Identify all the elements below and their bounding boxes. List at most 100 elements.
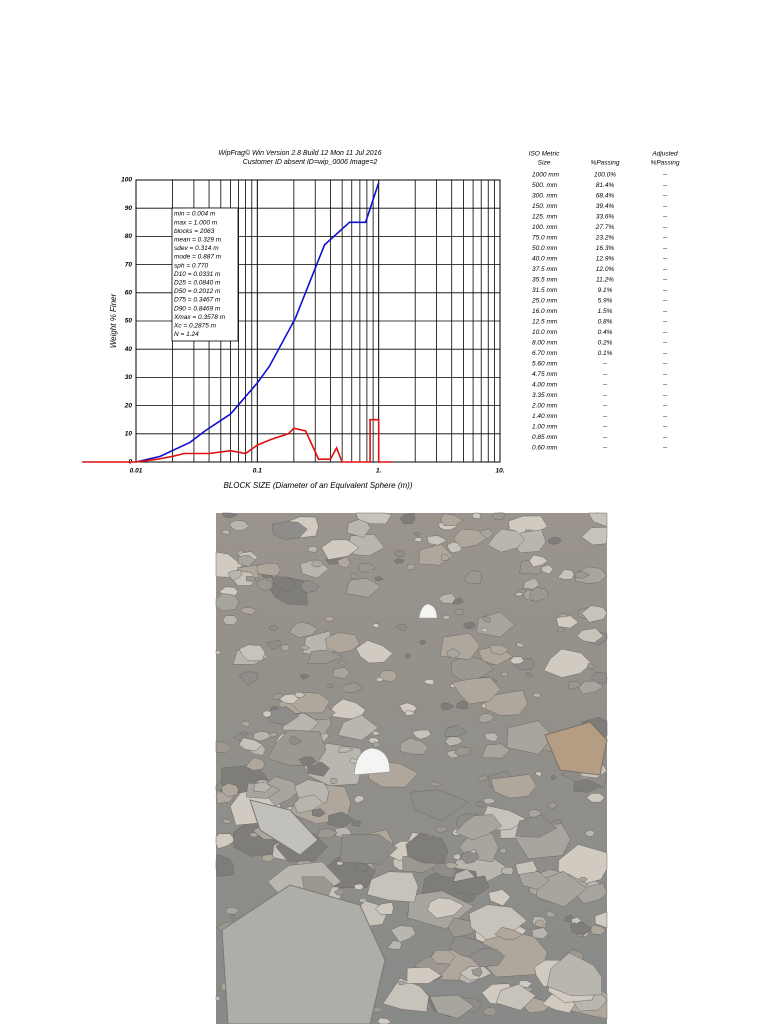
chart-subtitle: Customer ID absent ID=wip_0006 Image=2 xyxy=(243,159,378,166)
rock xyxy=(463,622,476,630)
table-header: %Passing xyxy=(591,160,620,167)
rock xyxy=(268,625,279,632)
x-tick-label: 10. xyxy=(495,468,504,475)
rock xyxy=(545,910,557,918)
table-cell: 35.5 mm xyxy=(532,277,558,284)
table-cell: -- xyxy=(603,434,608,441)
y-tick-label: 60 xyxy=(125,290,133,297)
rock xyxy=(482,1006,498,1017)
rock xyxy=(249,799,319,856)
rock xyxy=(405,832,449,864)
rock xyxy=(571,916,582,924)
rock xyxy=(215,853,234,878)
rock xyxy=(299,645,310,651)
rock xyxy=(494,927,524,941)
rock xyxy=(411,729,432,740)
table-cell: 4.00 mm xyxy=(532,382,558,389)
rock xyxy=(444,725,468,737)
rock xyxy=(509,656,525,665)
rock xyxy=(327,811,355,828)
rock xyxy=(454,814,502,841)
table-cell: -- xyxy=(663,256,668,263)
rock xyxy=(528,587,549,603)
rock xyxy=(534,771,543,777)
rock xyxy=(569,921,592,937)
rock xyxy=(406,563,416,571)
rock xyxy=(488,889,511,907)
rock xyxy=(477,713,495,724)
y-tick-label: 20 xyxy=(124,402,133,409)
table-cell: 2.00 mm xyxy=(531,403,558,410)
rock xyxy=(515,591,525,597)
rock xyxy=(237,554,256,567)
rock xyxy=(355,512,392,525)
rock xyxy=(353,795,365,804)
rock xyxy=(253,730,271,742)
rock xyxy=(518,871,550,890)
table-cell: -- xyxy=(603,392,608,399)
x-tick-label: 1. xyxy=(376,468,382,475)
rock xyxy=(483,797,497,804)
rock xyxy=(337,556,351,569)
rock xyxy=(374,576,384,582)
table-cell: 6.70 mm xyxy=(532,350,558,357)
rock xyxy=(543,648,592,678)
rock xyxy=(516,642,525,648)
table-header: %Passing xyxy=(651,160,680,167)
rock xyxy=(238,737,264,751)
rock xyxy=(557,844,608,885)
table-cell: -- xyxy=(663,298,668,305)
rock xyxy=(430,949,456,965)
rock xyxy=(515,814,558,838)
table-cell: 8.00 mm xyxy=(532,340,558,347)
rock xyxy=(525,672,533,678)
rock xyxy=(557,626,566,633)
hard-hat xyxy=(353,747,391,776)
rock xyxy=(278,693,299,705)
rock xyxy=(454,746,472,757)
rock xyxy=(427,897,465,919)
rock xyxy=(229,913,236,919)
rock xyxy=(409,789,470,822)
rock xyxy=(238,671,259,686)
rock xyxy=(427,781,442,788)
rock xyxy=(568,681,582,690)
table-cell: -- xyxy=(603,361,608,368)
rock xyxy=(395,624,407,631)
annotation-line: N = 1.24 xyxy=(174,331,199,338)
rock xyxy=(451,677,501,705)
rock xyxy=(270,576,297,593)
annotation-line: mean = 0.329 m xyxy=(174,237,222,244)
table-cell: -- xyxy=(663,203,668,210)
table-cell: 100. mm xyxy=(532,224,558,231)
table-cell: 68.4% xyxy=(596,193,615,200)
chart-title: WipFrag© Win Version 2.8 Build 12 Mon 11… xyxy=(218,149,381,157)
rock xyxy=(541,564,554,575)
rock xyxy=(262,710,272,718)
annotation-line: max = 1.000 m xyxy=(174,219,218,226)
table-cell: 9.1% xyxy=(598,287,613,294)
rock xyxy=(399,737,429,755)
rock xyxy=(453,528,487,549)
table-cell: 300. mm xyxy=(532,193,558,200)
rock xyxy=(289,621,319,638)
table-cell: -- xyxy=(663,340,668,347)
table-header: Size xyxy=(538,160,551,167)
rock xyxy=(576,627,604,644)
rock xyxy=(355,640,393,664)
rock xyxy=(440,702,455,710)
table-cell: -- xyxy=(663,277,668,284)
table-cell: 40.0 mm xyxy=(532,256,558,263)
table-cell: 3.35 mm xyxy=(532,392,558,399)
rock xyxy=(375,676,384,682)
table-cell: 1.40 mm xyxy=(532,413,558,420)
rock xyxy=(353,883,365,891)
rock xyxy=(337,660,348,666)
rock xyxy=(324,632,361,653)
rock xyxy=(271,521,308,541)
rock xyxy=(372,741,381,748)
rock xyxy=(354,862,368,872)
rock xyxy=(321,539,360,560)
rock xyxy=(311,559,324,568)
rock xyxy=(469,849,477,854)
